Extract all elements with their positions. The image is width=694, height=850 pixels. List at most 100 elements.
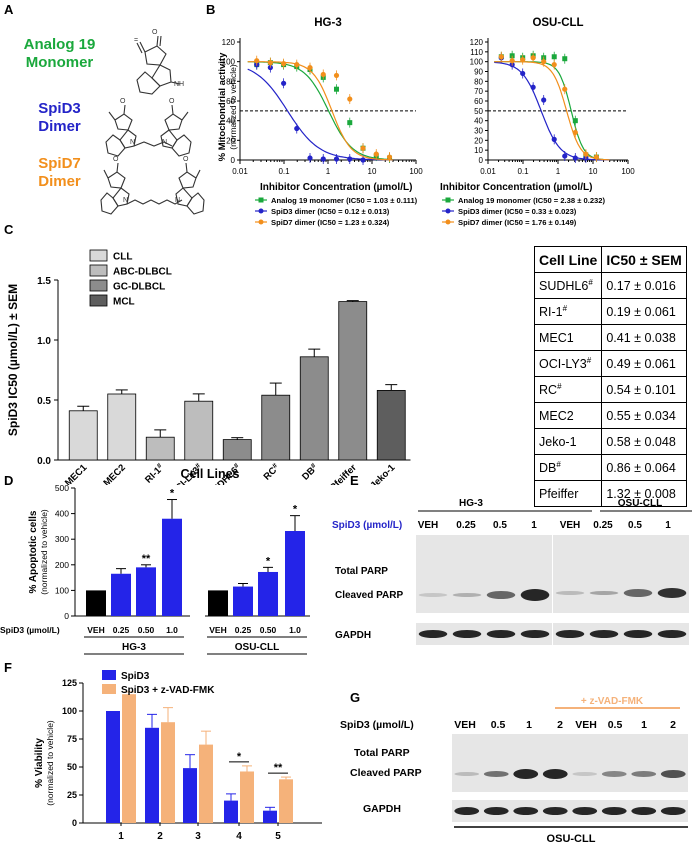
y-tick-label: 20: [474, 136, 483, 145]
band-label: GAPDH: [363, 803, 401, 815]
table-header-cell-line: Cell Line: [533, 246, 603, 273]
cell-line-label: OSU-CLL: [547, 833, 596, 845]
blot-band: [454, 807, 480, 815]
data-point: [333, 86, 339, 92]
bar: [68, 410, 98, 461]
y-tick-label: 30: [474, 127, 483, 136]
blot-band: [542, 807, 568, 815]
data-point: [583, 151, 589, 157]
blot-band: [486, 630, 516, 638]
bar: [338, 301, 368, 461]
legend-label: MCL: [113, 297, 135, 308]
blot-band: [631, 807, 657, 815]
table-row: MEC2 0.55 ± 0.034: [533, 402, 687, 429]
x-axis-label: Cell Lines: [180, 467, 239, 481]
table-cell-ic50: 0.49 ± 0.061: [601, 350, 687, 377]
y-tick-label: 20: [226, 136, 235, 145]
row-label: SpiD3 (µmol/L): [340, 719, 414, 731]
svg-text:N: N: [175, 197, 180, 204]
y-tick-label: 0: [64, 611, 69, 621]
data-point: [530, 55, 536, 61]
data-point: [541, 97, 547, 103]
lane-label: 0.5: [628, 520, 642, 531]
x-tick-label: 0.1: [278, 167, 290, 176]
data-point: [551, 136, 557, 142]
svg-text:N: N: [162, 139, 167, 146]
blot-membrane: [452, 800, 688, 822]
x-tick-label: 0.01: [480, 167, 496, 176]
table-row: Jeko-1 0.58 ± 0.048: [533, 428, 687, 455]
y-tick-label: 120: [470, 38, 484, 47]
x-tick-label: 3: [195, 831, 201, 842]
y-tick-label: 400: [55, 509, 69, 519]
treatment-label: + z-VAD-FMK: [581, 696, 644, 707]
y-tick-label: 50: [474, 107, 483, 116]
lane-label: 0.25: [456, 520, 476, 531]
bar: [183, 768, 197, 823]
bar: [145, 436, 175, 461]
legend-marker: [445, 219, 451, 225]
ic50-table-header: Cell Line IC50 ± SEM: [533, 246, 687, 273]
data-point: [541, 59, 547, 65]
x-axis-label: Inhibitor Concentration (µmol/L): [440, 182, 592, 193]
data-point: [373, 151, 379, 157]
dose-label: 0.25: [113, 625, 130, 635]
blot-band: [452, 593, 482, 597]
data-point: [333, 156, 340, 162]
data-point: [572, 155, 578, 161]
data-point: [520, 57, 526, 63]
x-tick-label: 10: [368, 167, 377, 176]
legend-swatch: [89, 279, 108, 292]
y-axis-sublabel: (normalized to vehicle): [39, 509, 49, 595]
y-tick-label: 0.5: [37, 396, 51, 407]
legend-label: SpiD3 dimer (IC50 = 0.12 ± 0.013): [271, 207, 390, 216]
table-cell-ic50: 1.32 ± 0.008: [601, 480, 687, 507]
y-tick-label: 0: [72, 818, 77, 828]
data-point: [307, 155, 313, 161]
x-tick-label: 1: [118, 831, 124, 842]
legend-swatch: [102, 684, 116, 694]
lane-label: 0.5: [493, 520, 507, 531]
lane-label: 2: [670, 719, 676, 731]
svg-text:NH: NH: [174, 81, 184, 88]
table-row: RI-1# 0.19 ± 0.061: [533, 298, 687, 325]
x-axis-label: Inhibitor Concentration (µmol/L): [260, 182, 412, 193]
blot-band: [601, 771, 627, 777]
blot-band: [418, 593, 448, 597]
y-tick-label: 80: [474, 77, 483, 86]
y-tick-label: 110: [470, 48, 483, 57]
bar: [86, 590, 106, 616]
bar: [222, 439, 252, 461]
table-row: Pfeiffer 1.32 ± 0.008: [533, 480, 687, 507]
lane-label: 1: [526, 719, 532, 731]
table-cell-line: Jeko-1: [533, 428, 603, 455]
data-point: [360, 145, 366, 151]
data-point: [347, 120, 353, 126]
band-label: Cleaved PARP: [350, 767, 422, 779]
significance-star: **: [274, 762, 283, 774]
blot-band: [631, 771, 657, 777]
lane-label: 0.5: [608, 719, 623, 731]
table-row: RC# 0.54 ± 0.101: [533, 376, 687, 403]
svg-text:O: O: [113, 156, 119, 163]
lane-label: 1: [641, 719, 647, 731]
x-tick-label: 1: [326, 167, 331, 176]
blot-band: [555, 630, 585, 638]
significance-star: *: [293, 504, 298, 516]
bar: [376, 389, 406, 461]
y-tick-label: 0: [231, 156, 236, 165]
blot-band: [623, 630, 653, 638]
y-tick-label: 300: [55, 534, 69, 544]
data-point: [267, 60, 273, 66]
svg-text:O: O: [183, 156, 189, 163]
y-tick-label: 100: [222, 58, 236, 67]
blot-band: [657, 630, 687, 638]
y-tick-label: 90: [474, 68, 483, 77]
y-tick-label: 120: [222, 38, 236, 47]
legend-swatch: [89, 264, 108, 277]
lane-label: VEH: [454, 719, 476, 731]
x-tick-label: 100: [621, 167, 635, 176]
y-tick-label: 200: [55, 560, 69, 570]
table-cell-ic50: 0.86 ± 0.064: [601, 454, 687, 481]
bar: [111, 573, 131, 616]
